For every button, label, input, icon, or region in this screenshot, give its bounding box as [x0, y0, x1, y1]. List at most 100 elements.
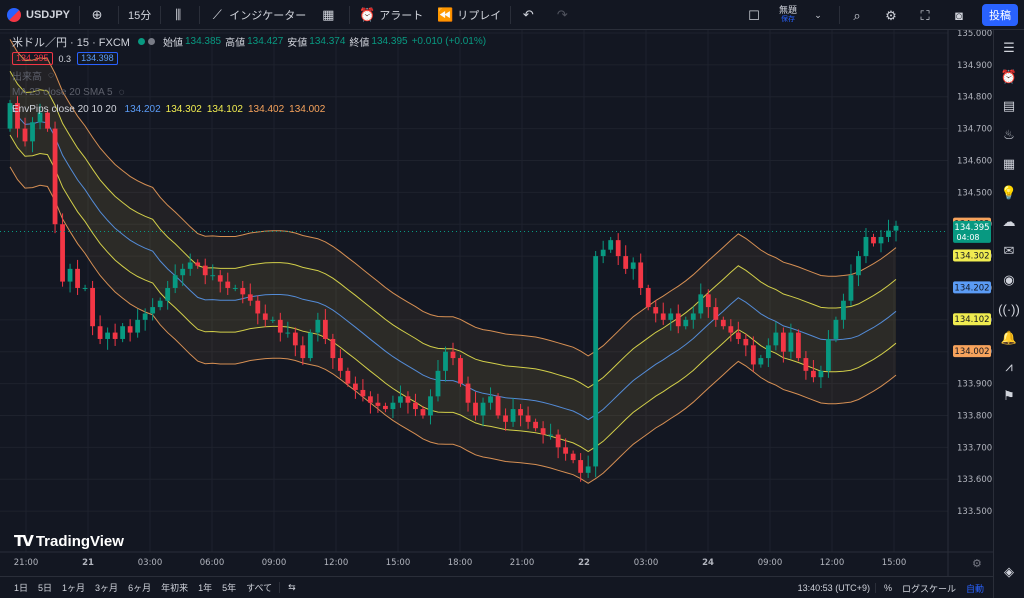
- templates-button[interactable]: ▦: [313, 0, 347, 30]
- interval-button[interactable]: 15分: [121, 0, 158, 30]
- trading-panel-icon[interactable]: ⩘: [1005, 359, 1013, 374]
- sell-button[interactable]: 134.395: [12, 52, 53, 65]
- range-all[interactable]: すべて: [246, 583, 273, 593]
- eye-off-icon[interactable]: ◌: [118, 87, 125, 98]
- help-icon[interactable]: ◈: [1004, 564, 1014, 579]
- range-6m[interactable]: 6ヶ月: [128, 583, 152, 593]
- clock[interactable]: 13:40:53 (UTC+9): [797, 583, 870, 593]
- percent-toggle[interactable]: %: [874, 583, 897, 593]
- range-1y[interactable]: 1年: [198, 583, 213, 593]
- env-value: 134.102: [206, 104, 243, 115]
- price-tick: 133.700: [957, 443, 992, 453]
- candle: [52, 121, 58, 234]
- candle: [871, 233, 876, 247]
- buy-button[interactable]: 134.398: [77, 52, 118, 65]
- streams-icon[interactable]: ◉: [1003, 272, 1015, 287]
- candle: [315, 312, 321, 342]
- save-button[interactable]: 無題 保存: [773, 5, 803, 25]
- chat-cloud-icon[interactable]: ☁: [1002, 214, 1016, 229]
- time-tick: 15:00: [386, 558, 411, 568]
- range-1d[interactable]: 1日: [14, 583, 29, 593]
- status-icon: [147, 38, 155, 45]
- candle: [450, 342, 456, 366]
- layout-button[interactable]: ☐: [739, 0, 773, 30]
- envelope-fill: [10, 71, 896, 452]
- candle: [232, 284, 238, 292]
- range-ytd[interactable]: 年初来: [161, 583, 189, 593]
- candle: [713, 298, 719, 327]
- indicators-button[interactable]: ⟋ インジケーター: [202, 0, 313, 30]
- band-price-label: 134.302: [953, 249, 991, 262]
- candle: [37, 103, 43, 130]
- calendar-icon[interactable]: ▦: [1002, 156, 1016, 171]
- alert-label: アラート: [379, 9, 424, 22]
- replay-button[interactable]: ⏪ リプレイ: [430, 0, 508, 30]
- legend-bid-ask: 134.395 0.3 134.398: [12, 51, 490, 66]
- candle: [548, 423, 554, 440]
- fullscreen-button[interactable]: ⛶: [910, 0, 944, 30]
- candle: [675, 304, 681, 334]
- candle: [22, 117, 28, 147]
- publish-button[interactable]: 投稿: [982, 4, 1018, 26]
- search-button[interactable]: ⌕: [842, 0, 876, 30]
- object-tree-icon[interactable]: ▤: [1002, 98, 1016, 113]
- candle: [705, 289, 711, 318]
- legend-envelope[interactable]: EnvPips close 20 10 20 134.202 134.302 1…: [12, 102, 490, 117]
- band-price-label: 134.202: [953, 281, 991, 294]
- notification-bell-icon[interactable]: 🔔: [1000, 330, 1018, 345]
- low-value: 134.374: [309, 36, 346, 47]
- candle: [570, 450, 576, 464]
- redo-button[interactable]: ↷: [547, 0, 581, 30]
- search-icon: ⌕: [853, 7, 861, 23]
- price-tick: 133.900: [957, 380, 992, 390]
- candle: [833, 316, 839, 343]
- chart-pane[interactable]: 135.000 134.900 134.800 134.700 134.600 134.5…: [0, 29, 993, 576]
- price-tick: 133.800: [957, 411, 992, 421]
- idea-bulb-icon[interactable]: 💡: [1000, 185, 1018, 200]
- auto-scale-toggle[interactable]: 自動: [965, 583, 984, 594]
- candle: [773, 321, 779, 351]
- candle: [322, 309, 328, 345]
- dom-icon[interactable]: ⚑: [1003, 388, 1015, 403]
- range-3m[interactable]: 3ヶ月: [95, 583, 119, 593]
- low-label: 安値: [287, 38, 308, 49]
- time-tick: 22: [578, 558, 590, 568]
- save-menu-button[interactable]: ⌄: [803, 0, 837, 30]
- candle: [240, 280, 246, 304]
- alarm-clock-icon[interactable]: ⏰: [1000, 69, 1018, 84]
- range-5d[interactable]: 5日: [38, 583, 53, 593]
- candle: [300, 336, 306, 366]
- candle: [82, 284, 88, 292]
- time-tick: 09:00: [262, 558, 287, 568]
- candle: [878, 229, 884, 253]
- legend-title[interactable]: 米ドル／円 · 15 · FXCM: [12, 36, 130, 49]
- eye-off-icon[interactable]: ◌: [48, 70, 54, 81]
- snapshot-button[interactable]: ◙: [944, 0, 978, 30]
- messages-icon[interactable]: ✉: [1003, 243, 1015, 258]
- range-5y[interactable]: 5年: [222, 583, 237, 593]
- compare-button[interactable]: ⊕: [82, 0, 116, 30]
- broadcast-icon[interactable]: ((·)): [998, 301, 1020, 317]
- go-to-date-icon[interactable]: ⇆: [279, 582, 301, 593]
- axis-settings-icon[interactable]: ⚙: [972, 557, 982, 570]
- svg-text:134.302: 134.302: [954, 251, 989, 261]
- candle: [405, 391, 411, 414]
- hotlist-flame-icon[interactable]: ♨: [1003, 127, 1015, 142]
- svg-text:134.395: 134.395: [954, 223, 989, 233]
- candle: [848, 264, 854, 306]
- symbol-search[interactable]: USDJPY: [0, 0, 77, 30]
- watchlist-icon[interactable]: ☰: [1003, 40, 1015, 55]
- price-chart[interactable]: 135.000 134.900 134.800 134.700 134.600 134.5…: [0, 29, 993, 576]
- chart-type-button[interactable]: ⫼: [163, 0, 197, 30]
- time-tick: 12:00: [820, 558, 845, 568]
- indicator-icon: ⟋: [212, 7, 222, 22]
- settings-button[interactable]: ⚙: [876, 0, 910, 30]
- undo-button[interactable]: ↶: [513, 0, 547, 30]
- log-scale-toggle[interactable]: ログスケール: [901, 583, 956, 594]
- range-1m[interactable]: 1ヶ月: [62, 583, 86, 593]
- legend-volume[interactable]: 出来高 ◌: [12, 68, 490, 83]
- legend-ma[interactable]: MA 25 close 20 SMA 5 ◌: [12, 85, 490, 100]
- tradingview-watermark[interactable]: 𝗧𝗩 TradingView: [14, 532, 124, 551]
- alert-button[interactable]: ⏰ アラート: [352, 0, 430, 30]
- time-tick: 24: [702, 558, 714, 568]
